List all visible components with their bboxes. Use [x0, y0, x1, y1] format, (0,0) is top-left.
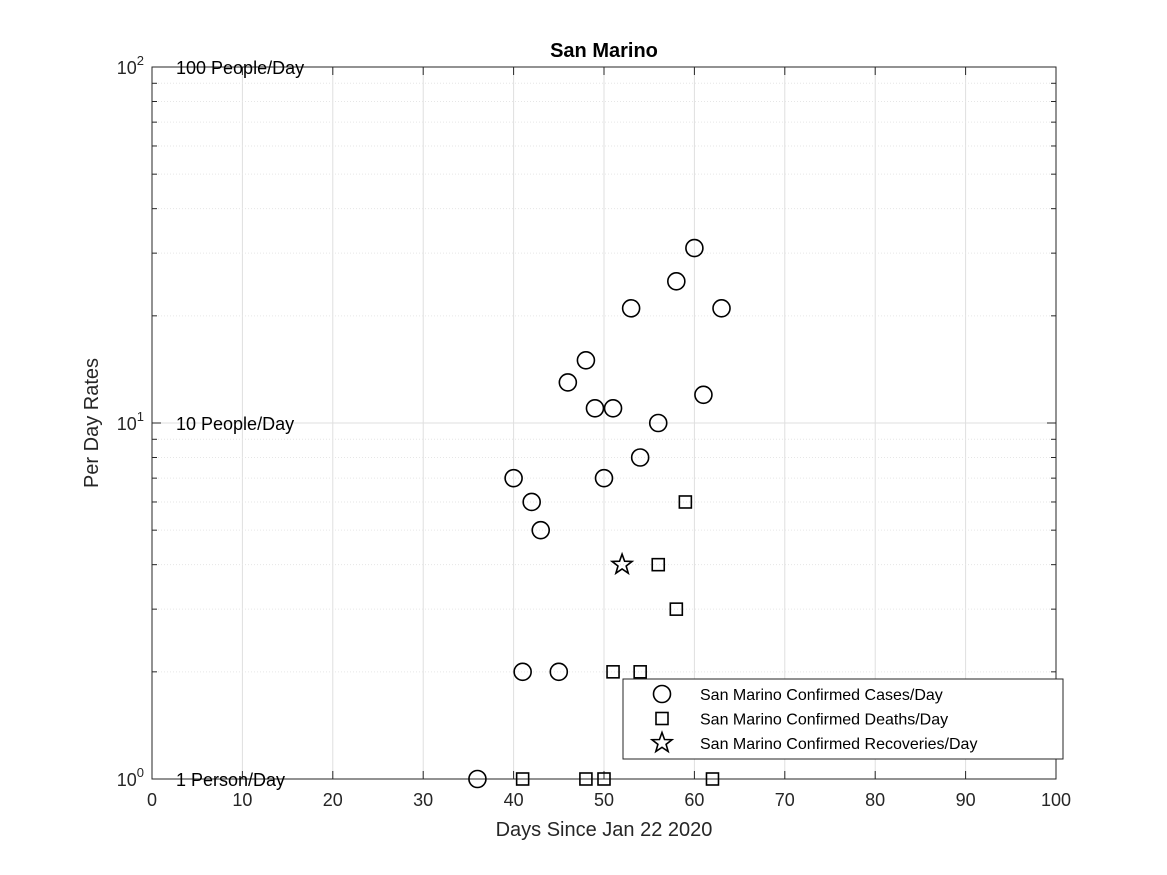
reference-labels: 100 People/Day 10 People/Day 1 Person/Day — [176, 58, 304, 790]
x-tick-label: 80 — [865, 790, 885, 810]
data-point-square — [606, 665, 620, 679]
data-point-circle — [504, 468, 523, 488]
ticks: 0 10 20 30 40 50 60 70 80 90 100 100 101 102 — [117, 53, 1071, 810]
x-tick-label: 30 — [413, 790, 433, 810]
x-tick-label: 10 — [232, 790, 252, 810]
x-tick-label: 90 — [956, 790, 976, 810]
y-tick-label: 100 — [117, 765, 144, 790]
reference-label: 1 Person/Day — [176, 770, 285, 790]
x-tick-label: 20 — [323, 790, 343, 810]
reference-label: 100 People/Day — [176, 58, 304, 78]
y-tick-label: 101 — [117, 409, 144, 434]
data-point-circle — [594, 468, 614, 488]
x-tick-label: 50 — [594, 790, 614, 810]
data-point-square — [678, 495, 693, 509]
series-circle — [468, 238, 731, 789]
legend-entry: San Marino Confirmed Recoveries/Day — [700, 736, 977, 753]
data-point-circle — [513, 662, 532, 682]
y-axis-label: Per Day Rates — [81, 358, 103, 488]
data-point-circle — [694, 385, 713, 405]
series-square — [515, 495, 720, 786]
legend-marker-star — [649, 730, 675, 754]
data-point-circle — [712, 298, 731, 318]
x-tick-label: 60 — [684, 790, 704, 810]
data-point-square — [579, 772, 593, 786]
legend-entry: San Marino Confirmed Cases/Day — [700, 687, 943, 704]
data-point-circle — [630, 448, 650, 467]
data-markers — [468, 238, 731, 789]
x-tick-label: 0 — [147, 790, 157, 810]
data-point-circle — [648, 413, 668, 433]
data-point-square — [669, 602, 684, 616]
reference-label: 10 People/Day — [176, 414, 294, 434]
legend-box — [622, 678, 1064, 760]
data-point-square — [597, 772, 611, 786]
data-point-circle — [603, 398, 623, 418]
data-point-square — [651, 557, 666, 572]
legend-marker-square — [655, 711, 669, 726]
series-star — [609, 551, 635, 576]
data-point-circle — [576, 351, 596, 370]
grid — [152, 67, 1056, 779]
legend-marker-circle — [652, 684, 672, 704]
data-point-circle — [667, 272, 686, 291]
data-point-square — [515, 772, 530, 786]
chart-title: San Marino — [550, 40, 658, 62]
x-tick-label: 70 — [775, 790, 795, 810]
data-point-circle — [468, 769, 487, 789]
data-point-circle — [558, 373, 578, 392]
legend-entry: San Marino Confirmed Deaths/Day — [700, 712, 948, 729]
x-tick-label: 40 — [504, 790, 524, 810]
data-point-circle — [685, 238, 704, 258]
data-point-circle — [522, 492, 541, 512]
x-axis-label: Days Since Jan 22 2020 — [496, 819, 713, 841]
data-point-square — [705, 772, 720, 786]
data-point-circle — [531, 520, 551, 540]
data-point-circle — [549, 662, 569, 682]
y-tick-label: 102 — [117, 53, 144, 78]
data-point-star — [609, 551, 635, 576]
data-point-circle — [621, 298, 641, 318]
data-point-circle — [585, 398, 605, 418]
x-tick-label: 100 — [1041, 790, 1071, 810]
data-point-square — [633, 665, 647, 679]
legend: San Marino Confirmed Cases/Day San Marino… — [622, 678, 1064, 760]
